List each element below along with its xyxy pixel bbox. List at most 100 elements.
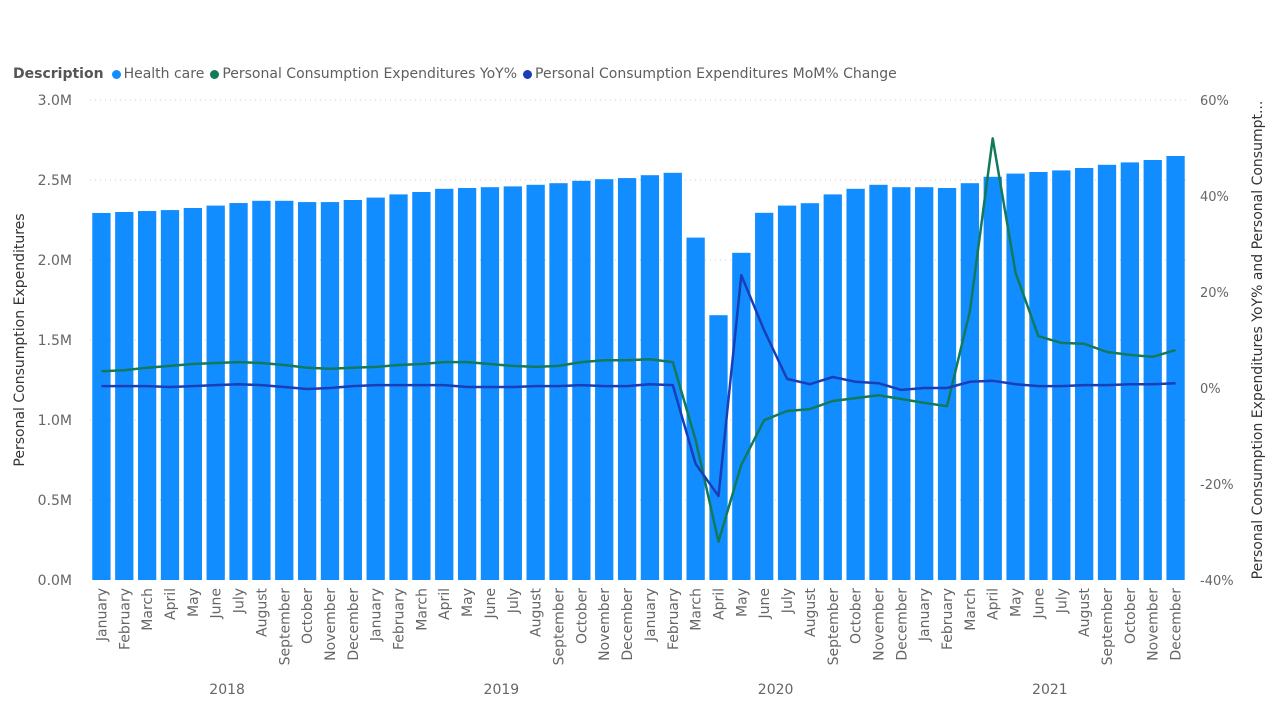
bar: [1075, 168, 1094, 580]
legend-title: Description: [13, 66, 104, 82]
x-tick-label: November: [597, 588, 613, 661]
legend-label: Health care: [123, 66, 205, 82]
x-tick-label: January: [917, 588, 933, 642]
y-tick-label: 0.5M: [38, 493, 72, 509]
legend-item-mom[interactable]: Personal Consumption Expenditures MoM% C…: [523, 66, 897, 82]
bar: [1006, 173, 1025, 580]
bar: [457, 188, 477, 580]
y-tick-label: 1.0M: [38, 413, 72, 429]
y2-tick-label: 60%: [1200, 94, 1229, 109]
x-tick-label: November: [323, 588, 339, 661]
bar: [1143, 160, 1162, 580]
y2-tick-label: 40%: [1200, 190, 1229, 205]
bar: [229, 203, 248, 581]
x-tick-label: May: [460, 588, 476, 617]
x-tick-label: October: [1123, 588, 1139, 644]
chart-legend: Description Health care Personal Consump…: [13, 66, 903, 82]
y-tick-label: 1.5M: [38, 333, 72, 349]
x-year-label: 2020: [758, 682, 794, 698]
x-tick-label: December: [620, 588, 636, 661]
x-tick-label: March: [140, 588, 156, 631]
bar: [526, 184, 545, 581]
x-tick-label: May: [734, 588, 750, 617]
x-tick-label: March: [689, 588, 705, 631]
bar: [503, 186, 522, 580]
y2-tick-label: 20%: [1200, 286, 1229, 301]
bar: [732, 252, 751, 581]
bar: [320, 202, 340, 580]
x-tick-label: January: [94, 588, 110, 642]
bar: [183, 208, 202, 580]
x-tick-label: November: [1146, 588, 1162, 661]
x-tick-label: August: [803, 587, 819, 637]
bar: [640, 175, 660, 580]
bar: [1052, 170, 1071, 580]
x-tick-label: October: [300, 588, 316, 644]
bar: [252, 200, 271, 581]
bar: [709, 315, 728, 580]
x-tick-label: October: [574, 588, 590, 644]
x-tick-label: October: [849, 588, 865, 644]
y2-tick-label: -20%: [1200, 478, 1234, 493]
x-year-label: 2018: [209, 682, 245, 698]
bar: [115, 212, 134, 580]
x-tick-label: April: [163, 588, 179, 620]
bar: [800, 203, 820, 580]
x-tick-label: December: [346, 588, 362, 661]
x-tick-label: June: [757, 588, 773, 620]
bar: [275, 200, 294, 581]
x-tick-label: September: [826, 588, 842, 666]
legend-marker: [111, 69, 121, 79]
x-tick-label: April: [711, 588, 727, 620]
bar: [846, 188, 865, 581]
legend-item-health-care[interactable]: Health care: [111, 66, 205, 82]
x-tick-label: August: [1077, 587, 1093, 637]
x-tick-label: February: [666, 588, 682, 650]
bar: [892, 187, 911, 580]
bar: [366, 197, 385, 580]
bar: [686, 237, 705, 580]
x-tick-label: July: [780, 588, 796, 614]
bar: [777, 205, 797, 580]
x-tick-label: January: [643, 588, 659, 642]
x-tick-label: February: [392, 588, 408, 650]
x-tick-label: June: [209, 588, 225, 620]
bar: [983, 176, 1002, 581]
y-tick-label: 0.0M: [38, 573, 72, 589]
bar: [755, 212, 774, 581]
bar: [595, 179, 614, 580]
x-tick-label: February: [117, 588, 133, 650]
bar: [1120, 162, 1140, 580]
x-tick-label: January: [369, 588, 385, 642]
legend-marker: [210, 69, 220, 79]
legend-item-yoy[interactable]: Personal Consumption Expenditures YoY%: [210, 66, 517, 82]
bar: [206, 205, 225, 580]
legend-label: Personal Consumption Expenditures YoY%: [222, 66, 518, 82]
bar: [160, 210, 180, 580]
bar: [915, 187, 934, 580]
y-tick-label: 3.0M: [38, 93, 72, 109]
x-year-label: 2019: [484, 682, 520, 698]
y-tick-label: 2.0M: [38, 253, 72, 269]
bar: [343, 200, 362, 580]
bar: [480, 187, 500, 580]
x-tick-label: February: [940, 588, 956, 650]
line-series-yoy: [101, 137, 1176, 543]
x-tick-label: July: [1054, 588, 1070, 614]
x-tick-label: September: [1100, 588, 1116, 666]
bar: [572, 180, 591, 581]
bar: [1097, 164, 1117, 581]
x-tick-label: April: [437, 588, 453, 620]
bar: [137, 211, 157, 581]
bar: [549, 183, 568, 580]
bar: [663, 172, 682, 581]
x-tick-label: July: [506, 588, 522, 614]
x-tick-label: March: [414, 588, 430, 631]
y-tick-label: 2.5M: [38, 173, 72, 189]
x-tick-label: April: [986, 588, 1002, 620]
legend-marker: [523, 69, 533, 79]
x-tick-label: July: [232, 588, 248, 614]
x-tick-label: September: [277, 588, 293, 666]
legend-label: Personal Consumption Expenditures MoM% C…: [535, 66, 897, 82]
